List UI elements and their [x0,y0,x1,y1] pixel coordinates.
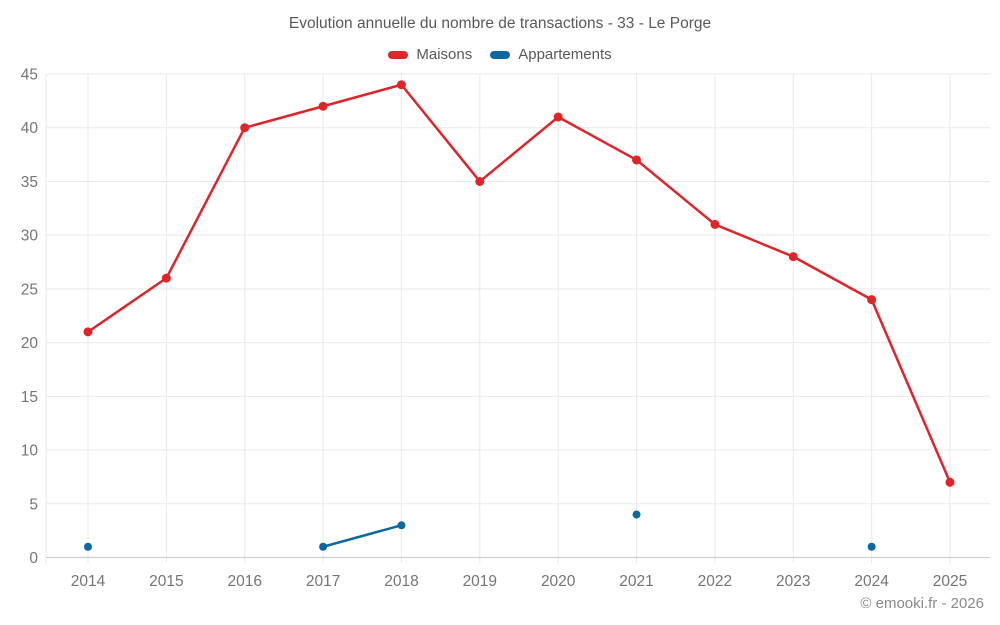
series-line-appartements [321,524,403,549]
legend-item-maisons[interactable]: Maisons [388,46,472,63]
x-tick-label: 2014 [71,573,106,590]
y-tick-label: 45 [21,67,38,84]
y-tick-label: 15 [21,389,38,406]
legend-label: Maisons [416,46,473,63]
data-point-appartements [319,542,328,551]
data-point-maisons [867,295,877,305]
x-tick-label: 2016 [227,573,261,590]
copyright-text: © emooki.fr - 2026 [860,595,984,612]
data-point-maisons [475,176,485,186]
chart-legend: Maisons Appartements [0,46,1000,63]
x-tick-label: 2022 [698,573,732,590]
x-tick-label: 2015 [149,573,183,590]
legend-swatch-maisons [388,50,409,59]
y-tick-label: 25 [21,281,38,298]
data-point-maisons [161,273,171,283]
data-point-maisons [945,477,955,487]
data-point-maisons [83,327,93,337]
x-tick-label: 2021 [619,573,653,590]
x-tick-label: 2025 [933,573,967,590]
y-tick-label: 0 [29,550,38,567]
y-tick-label: 35 [21,174,38,191]
data-point-appartements [397,521,406,530]
data-point-maisons [788,252,798,262]
x-tick-label: 2020 [541,573,576,590]
x-tick-label: 2017 [306,573,340,590]
legend-swatch-appartements [490,50,511,59]
y-tick-label: 10 [21,443,39,460]
data-point-appartements [84,542,92,551]
x-tick-label: 2024 [854,573,889,590]
x-tick-label: 2019 [463,573,497,590]
y-tick-label: 40 [21,120,39,137]
legend-item-appartements[interactable]: Appartements [490,46,612,63]
legend-label: Appartements [518,46,612,63]
y-tick-label: 5 [29,496,38,513]
y-tick-label: 30 [21,228,39,245]
data-point-maisons [396,80,406,90]
data-point-maisons [632,155,642,165]
x-tick-label: 2018 [384,573,418,590]
data-point-appartements [867,542,876,551]
data-point-maisons [318,101,328,111]
data-point-maisons [710,219,720,229]
x-tick-label: 2023 [776,573,810,590]
data-point-maisons [553,112,563,122]
data-point-maisons [240,123,250,133]
chart-title: Evolution annuelle du nombre de transact… [288,15,712,32]
y-tick-label: 20 [21,335,39,352]
data-point-appartements [632,510,641,519]
series-line-maisons [86,83,952,484]
